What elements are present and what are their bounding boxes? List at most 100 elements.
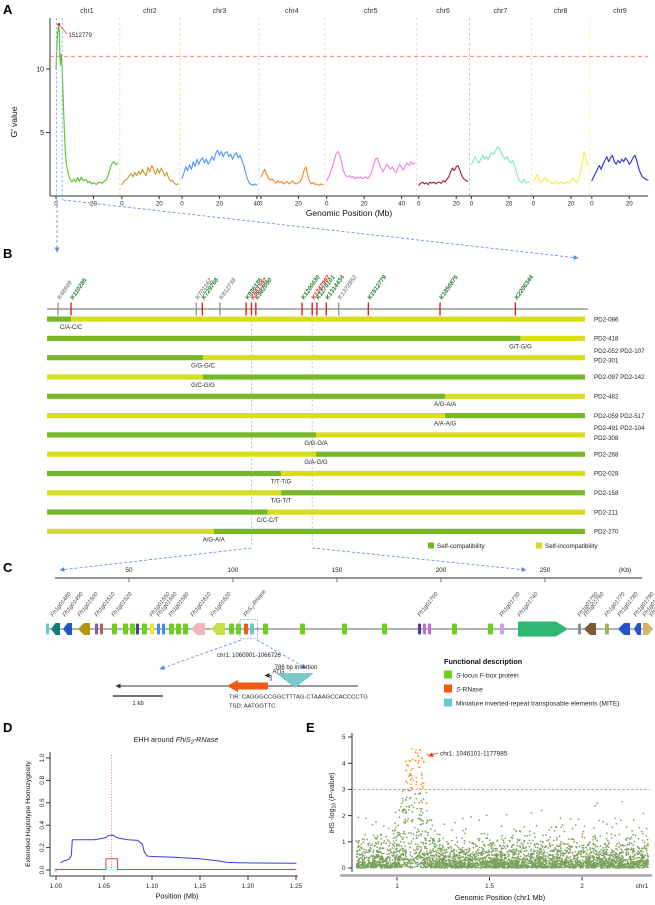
inset-mite-insertion-triangle [276, 673, 314, 688]
c-gene-box [162, 623, 165, 635]
e-y-tick-label: 0 [342, 865, 346, 872]
c-ruler-tick-label: 150 [332, 567, 343, 574]
b-haplotype-bar-right [203, 355, 585, 361]
b-sample-label: PD2-491 PD2-104 [594, 425, 645, 432]
b-genotype-label: A/G-A/A [434, 402, 456, 408]
d-x-tick-label: 1.00 [50, 883, 63, 890]
a-x-tick-label: 40 [253, 201, 260, 208]
b-marker-label-K2206344: K2206344 [513, 274, 535, 302]
inset-scale-label: 1 kb [132, 701, 144, 707]
c-gene-box [578, 623, 581, 635]
b-haplotype-bar-left [47, 451, 316, 457]
b-haplotype-bar-right [267, 509, 585, 515]
a-x-tick-label: 40 [398, 201, 405, 208]
c-region-coordinates: chr1: 1060901-1066726 [217, 653, 281, 659]
c-gene-box [250, 623, 254, 635]
a-x-tick-label: 20 [295, 201, 302, 208]
a-x-tick-label: 0 [54, 201, 58, 208]
c-gene-box [142, 623, 147, 635]
b-legend-swatch-self-compatibility [428, 542, 434, 549]
c-gene-box [130, 623, 135, 635]
c-gene-label-srnase: FhS2-RNase [243, 588, 269, 618]
a-chrom-label-chr4: chr4 [285, 8, 299, 15]
a-gprime-line-chr4 [260, 166, 324, 186]
b-sample-label: PD2-158 [594, 490, 619, 497]
d-y-tick-label: 0.0 [39, 865, 46, 874]
c-legend-swatch-0 [444, 670, 452, 679]
c-gene-box [176, 623, 181, 635]
c-gene-arrow-left [584, 623, 596, 635]
b-genotype-label: A/G-A/A [203, 537, 225, 543]
c-gene-arrow-left [618, 623, 630, 635]
d-title: EHH around FhiS2-RNase [134, 735, 219, 746]
c-legend-label-0: S-locus F-box protein [456, 672, 519, 679]
c-gene-box [112, 623, 117, 635]
panel-label-a: A [3, 2, 13, 17]
b-haplotype-bar-right [203, 374, 585, 380]
a-gprime-line-chr2 [121, 164, 179, 186]
c-ruler-tick-label: 250 [540, 567, 551, 574]
c-legend-swatch-2 [444, 698, 452, 707]
a-gprime-line-chr7 [470, 145, 531, 184]
connector-b-to-c-left [59, 547, 252, 572]
c-gene-box [342, 623, 347, 635]
a-gprime-line-chr6 [418, 164, 468, 186]
connector-c-to-inset-left [159, 639, 242, 670]
e-x-tick-label: 1 [395, 883, 399, 890]
b-marker-label-K110285: K110285 [69, 277, 89, 301]
b-haplotype-bar-left [47, 490, 282, 496]
a-y-tick-label: 10 [36, 66, 44, 73]
panel-a-gprime-plot: G' value 5 10 chr1 0 20 chr2 0 20 chr3 0 20 40 chr4 0 2… [9, 8, 649, 260]
a-x-tick-label: 0 [590, 201, 594, 208]
a-x-axis-title: Genomic Position (Mb) [306, 208, 393, 218]
panel-c-gene-map: 50 100 150 200 250 (Kb)Fh1g01480Fh1g01490Fh1g… [46, 567, 655, 710]
c-gene-box [123, 623, 128, 635]
b-genotype-label: G/C-G/G [191, 383, 215, 389]
b-haplotype-bar-left [47, 355, 204, 361]
c-gene-box [488, 623, 493, 635]
b-sample-label: PD2-482 [594, 394, 619, 401]
a-x-tick-label: 0 [325, 201, 329, 208]
a-x-tick-label: 20 [568, 201, 575, 208]
b-sample-label: PD2-211 [594, 509, 619, 516]
a-y-axis-title: G' value [9, 106, 19, 137]
a-y-tick-label: 5 [40, 130, 44, 137]
b-haplotype-bar-left [47, 316, 72, 322]
c-gene-arrow-left [211, 623, 225, 635]
c-ruler-tick-label: 100 [228, 567, 239, 574]
d-x-tick-label: 1.10 [146, 883, 159, 890]
b-haplotype-bar-left [47, 432, 316, 438]
b-genotype-label: G/T-G/G [509, 344, 532, 350]
d-y-tick-label: 1.0 [39, 753, 46, 762]
a-chrom-label-chr9: chr9 [613, 8, 627, 15]
panel-d-ehh-plot: 0.0 0.2 0.4 0.6 0.8 1.0 1.00 1.05 1.10 1.15 1.20 1.… [25, 735, 303, 901]
b-sample-label: PD2-097 PD2-142 [594, 374, 645, 381]
a-x-tick-label: 0 [180, 201, 184, 208]
c-gene-box [136, 623, 139, 635]
c-ruler-tick-label: 200 [436, 567, 447, 574]
c-srnase-highlight-box [239, 619, 258, 639]
a-chrom-label-chr8: chr8 [554, 8, 568, 15]
b-haplotype-bar-right [281, 490, 585, 496]
c-gene-box [300, 623, 305, 635]
a-x-tick-label: 0 [532, 201, 536, 208]
c-gene-arrow-left [78, 623, 90, 635]
c-gene-box [244, 623, 248, 635]
d-x-axis-title: Position (Mb) [156, 892, 199, 901]
c-legend-swatch-1 [444, 684, 452, 693]
b-haplotype-bar-right [316, 432, 585, 438]
d-ehh-line-1 [55, 858, 297, 871]
b-haplotype-bar-left [47, 509, 268, 515]
b-haplotype-bar-right [520, 335, 585, 341]
e-x-axis-title: Genomic Position (chr1 Mb) [455, 893, 545, 902]
d-x-tick-label: 1.05 [98, 883, 111, 890]
c-gene-arrow-left [191, 623, 205, 635]
d-x-tick-label: 1.15 [194, 883, 207, 890]
inset-atg-label: ATG [273, 670, 285, 676]
e-x-end-label: chr1 [636, 883, 649, 890]
b-haplotype-bar-right [445, 413, 585, 419]
a-chrom-label-chr1: chr1 [80, 8, 94, 15]
b-sample-label: PD2-268 [594, 451, 619, 458]
